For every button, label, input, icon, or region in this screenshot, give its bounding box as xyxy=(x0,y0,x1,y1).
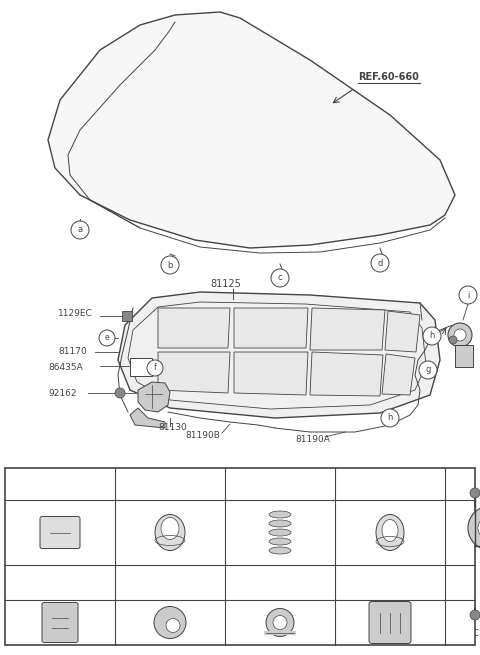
Circle shape xyxy=(452,477,466,491)
Polygon shape xyxy=(234,308,308,348)
Text: e: e xyxy=(105,333,109,343)
Polygon shape xyxy=(310,308,385,350)
Text: c: c xyxy=(278,274,282,282)
Circle shape xyxy=(154,607,186,639)
Text: 1220AV: 1220AV xyxy=(450,519,479,527)
Text: b: b xyxy=(127,479,132,489)
Circle shape xyxy=(266,608,294,637)
Text: f: f xyxy=(128,578,131,587)
Text: 86438A: 86438A xyxy=(139,578,171,587)
Circle shape xyxy=(71,221,89,239)
Circle shape xyxy=(459,286,477,304)
FancyBboxPatch shape xyxy=(40,517,80,548)
Text: 1129EC: 1129EC xyxy=(58,310,93,318)
Text: g: g xyxy=(425,365,431,375)
Text: 81190A: 81190A xyxy=(295,436,330,445)
Bar xyxy=(5,468,475,645)
Ellipse shape xyxy=(382,519,398,542)
Circle shape xyxy=(232,576,246,590)
Ellipse shape xyxy=(269,538,291,545)
Polygon shape xyxy=(310,352,383,396)
Text: 82191: 82191 xyxy=(359,479,385,489)
Text: REF.60-660: REF.60-660 xyxy=(358,72,419,82)
Polygon shape xyxy=(158,352,230,393)
Polygon shape xyxy=(385,311,420,352)
Text: 81130: 81130 xyxy=(158,424,187,432)
Text: 81126: 81126 xyxy=(249,578,276,587)
Circle shape xyxy=(342,477,356,491)
Text: 1243FC: 1243FC xyxy=(450,629,479,637)
Polygon shape xyxy=(48,12,455,248)
Bar xyxy=(455,345,473,367)
Circle shape xyxy=(371,254,389,272)
Text: d: d xyxy=(347,479,351,489)
Circle shape xyxy=(448,323,472,347)
Ellipse shape xyxy=(155,514,185,550)
Text: h: h xyxy=(347,578,351,587)
Text: 81174: 81174 xyxy=(29,578,56,587)
Text: 81738A: 81738A xyxy=(249,479,281,489)
Ellipse shape xyxy=(269,511,291,518)
Text: g: g xyxy=(237,578,241,587)
Circle shape xyxy=(166,618,180,633)
Polygon shape xyxy=(234,352,308,395)
Text: i: i xyxy=(467,291,469,299)
Text: 86435A: 86435A xyxy=(48,364,83,373)
Text: 86450G: 86450G xyxy=(29,479,62,489)
Circle shape xyxy=(99,330,115,346)
Polygon shape xyxy=(138,382,170,412)
Polygon shape xyxy=(130,408,165,428)
Ellipse shape xyxy=(376,514,404,550)
Circle shape xyxy=(115,388,125,398)
Circle shape xyxy=(12,576,26,590)
Text: 81190B: 81190B xyxy=(185,432,220,441)
Text: 82191B: 82191B xyxy=(139,479,171,489)
Circle shape xyxy=(423,327,441,345)
Circle shape xyxy=(419,361,437,379)
Bar xyxy=(130,358,152,376)
Text: 81180: 81180 xyxy=(450,552,474,561)
Circle shape xyxy=(273,616,287,629)
Circle shape xyxy=(147,360,163,376)
Text: 92162: 92162 xyxy=(48,388,76,398)
Circle shape xyxy=(381,409,399,427)
Circle shape xyxy=(468,506,480,550)
Circle shape xyxy=(161,256,179,274)
Circle shape xyxy=(271,269,289,287)
Text: a: a xyxy=(17,479,22,489)
Text: f: f xyxy=(154,364,156,373)
Circle shape xyxy=(454,329,466,341)
Text: d: d xyxy=(377,259,383,267)
Polygon shape xyxy=(118,292,440,418)
Circle shape xyxy=(342,576,356,590)
Text: i: i xyxy=(458,479,460,489)
Ellipse shape xyxy=(269,547,291,554)
Circle shape xyxy=(122,477,136,491)
Text: 81125: 81125 xyxy=(210,279,241,289)
Polygon shape xyxy=(158,308,230,348)
Text: e: e xyxy=(17,578,21,587)
Text: h: h xyxy=(387,413,393,422)
FancyBboxPatch shape xyxy=(42,603,78,643)
Circle shape xyxy=(449,336,457,344)
Bar xyxy=(122,311,132,321)
Circle shape xyxy=(478,516,480,540)
Circle shape xyxy=(232,477,246,491)
Circle shape xyxy=(470,610,480,620)
Polygon shape xyxy=(382,354,415,395)
Text: a: a xyxy=(77,225,83,234)
Ellipse shape xyxy=(161,517,179,540)
FancyBboxPatch shape xyxy=(369,601,411,643)
Circle shape xyxy=(12,477,26,491)
Circle shape xyxy=(122,576,136,590)
Ellipse shape xyxy=(269,529,291,536)
Text: b: b xyxy=(168,261,173,269)
Text: h: h xyxy=(429,331,435,341)
Text: c: c xyxy=(237,479,241,489)
Circle shape xyxy=(470,488,480,498)
Text: 81170: 81170 xyxy=(58,348,87,356)
Ellipse shape xyxy=(269,520,291,527)
Text: 81199: 81199 xyxy=(359,578,385,587)
